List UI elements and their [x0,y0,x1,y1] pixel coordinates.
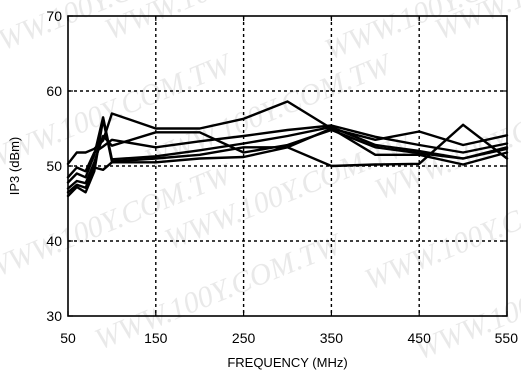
watermark-text: WWW.100Y.COM.TW [100,0,358,46]
watermark-layer: WWW.100Y.COM.TW WWW.100Y.COM.TWWWW.100Y.C… [0,0,521,366]
x-tick-label: 50 [60,330,76,346]
x-tick-label: 250 [232,330,256,346]
y-tick-label: 60 [46,83,62,99]
x-tick-label: 550 [495,330,519,346]
y-axis-title: IP3 (dBm) [7,137,22,196]
y-tick-label: 50 [46,158,62,174]
series-line-3 [66,116,509,184]
watermark-text: WWW.100Y.COM.TW [0,47,238,177]
x-tick-label: 150 [144,330,168,346]
series-layer [66,100,509,198]
x-tick-label: 450 [408,330,432,346]
series-line-4 [66,128,509,190]
x-tick-label: 350 [320,330,344,346]
y-tick-label: 40 [46,233,62,249]
series-line-6 [66,118,509,198]
tick-layer: 50 150 250 350 450 550 30 40 50 60 70 [46,8,518,346]
watermark-text: WWW.100Y.COM.TW [90,227,348,357]
series-line-1 [66,100,509,166]
y-tick-label: 30 [46,308,62,324]
series-line-2 [66,124,509,179]
series-line-5 [66,123,509,194]
y-tick-label: 70 [46,8,62,24]
x-axis-title: FREQUENCY (MHz) [227,355,347,370]
